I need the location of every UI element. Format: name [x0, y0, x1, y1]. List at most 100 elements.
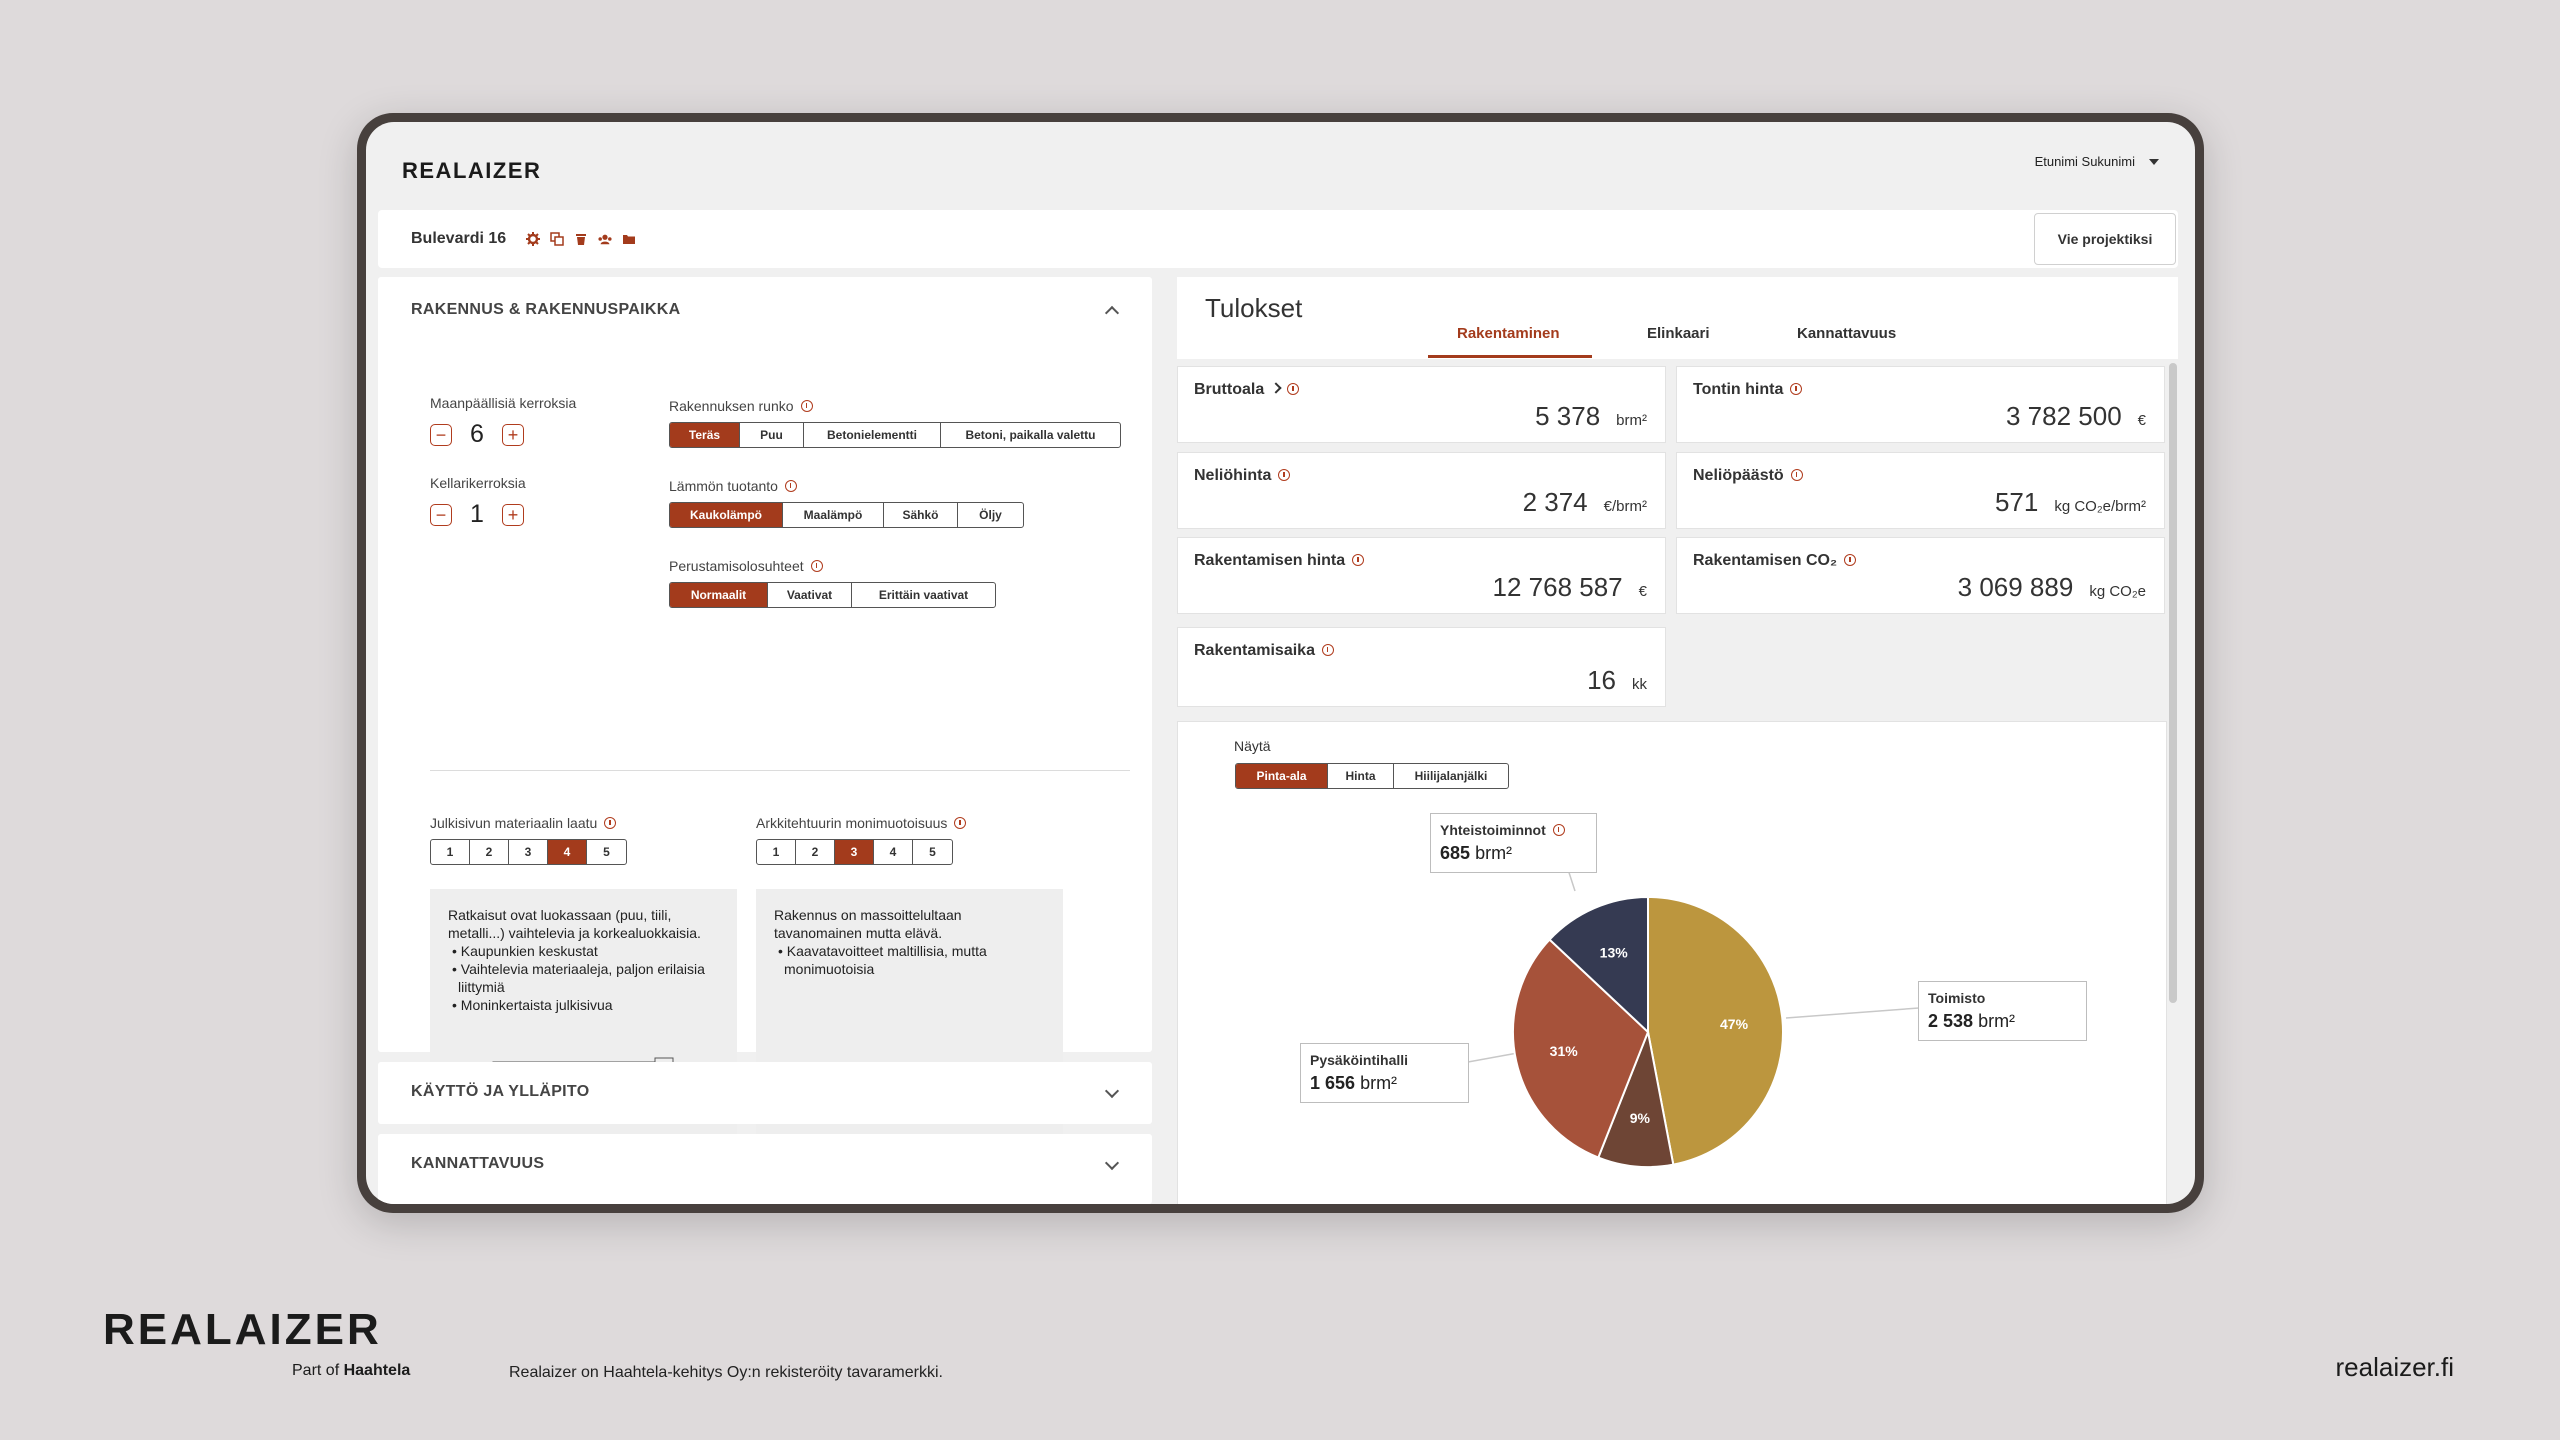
section-title: KÄYTTÖ JA YLLÄPITO: [411, 1083, 590, 1100]
info-icon[interactable]: [1790, 469, 1803, 481]
kpi-card: Rakentamisen CO₂ 3 069 889 kg CO₂e: [1676, 537, 2165, 614]
chevron-up-icon[interactable]: [1104, 305, 1120, 321]
callout-unit: brm²: [1360, 1073, 1398, 1093]
results-panel: Tulokset Rakentaminen Elinkaari Kannatta…: [1177, 277, 2178, 1204]
metric-option-price[interactable]: Hinta: [1328, 764, 1394, 788]
frame-option-steel[interactable]: Teräs: [670, 423, 740, 447]
info-icon[interactable]: [604, 817, 617, 829]
website-link[interactable]: realaizer.fi: [2335, 1352, 2455, 1382]
tab-kannattavuus[interactable]: Kannattavuus: [1797, 325, 1897, 342]
kpi-card: Neliöpäästö 571 kg CO₂e/brm²: [1676, 452, 2165, 529]
show-label: Näytä: [1234, 738, 1271, 754]
users-icon[interactable]: [598, 232, 612, 246]
tab-elinkaari[interactable]: Elinkaari: [1647, 325, 1710, 342]
arch-option[interactable]: 4: [874, 840, 913, 864]
tablet-frame: REALAIZER Etunimi Sukunimi Bulevardi 16 …: [357, 113, 2204, 1213]
facade-bullet: Moninkertaista julkisivua: [448, 996, 719, 1014]
foundation-option-very-demanding[interactable]: Erittäin vaativat: [878, 588, 969, 602]
facade-label-text: Julkisivun materiaalin laatu: [430, 815, 598, 831]
heating-option-geothermal[interactable]: Maalämpö: [783, 503, 884, 527]
export-project-button[interactable]: Vie projektiksi: [2034, 213, 2176, 265]
frame-option-cast-concrete[interactable]: Betoni, paikalla valettu: [965, 428, 1096, 442]
arch-option[interactable]: 2: [796, 840, 835, 864]
app-header: REALAIZER Etunimi Sukunimi: [366, 122, 2195, 202]
foundation-selector: Normaalit Vaativat Erittäin vaativat: [669, 582, 996, 608]
info-icon[interactable]: [1352, 554, 1365, 566]
info-icon[interactable]: [1287, 383, 1300, 395]
chevron-right-icon[interactable]: [1270, 382, 1282, 394]
kpi-value: 3 069 889 kg CO₂e: [1958, 572, 2146, 603]
info-icon[interactable]: [1278, 469, 1291, 481]
facade-option[interactable]: 5: [603, 845, 610, 859]
profitability-section[interactable]: KANNATTAVUUS: [378, 1134, 1152, 1204]
arch-option[interactable]: 5: [929, 845, 936, 859]
pie-slice-label: 9%: [1630, 1110, 1651, 1126]
folder-icon[interactable]: [622, 232, 636, 246]
info-icon[interactable]: [1321, 644, 1334, 656]
facade-option[interactable]: 1: [431, 840, 470, 864]
kpi-number: 2 374: [1522, 487, 1588, 517]
pie-slice[interactable]: [1548, 895, 1649, 1035]
trademark-note: Realaizer on Haahtela-kehitys Oy:n rekis…: [509, 1364, 943, 1381]
copy-icon[interactable]: [550, 232, 564, 246]
usage-section[interactable]: KÄYTTÖ JA YLLÄPITO: [378, 1062, 1152, 1124]
building-panel: RAKENNUS & RAKENNUSPAIKKA Maanpäällisiä …: [378, 277, 1152, 1136]
kpi-label-text: Bruttoala: [1194, 381, 1265, 398]
app-screen: REALAIZER Etunimi Sukunimi Bulevardi 16 …: [366, 122, 2195, 1204]
chevron-down-icon[interactable]: [1104, 1083, 1120, 1099]
plus-button[interactable]: +: [502, 423, 524, 446]
kpi-unit: €: [2137, 412, 2146, 429]
arch-option-selected[interactable]: 3: [835, 840, 874, 864]
pie-slice[interactable]: [1512, 938, 1650, 1159]
heating-option-district[interactable]: Kaukolämpö: [670, 503, 783, 527]
kpi-card: Rakentamisen hinta 12 768 587 €: [1177, 537, 1666, 614]
kpi-label-text: Rakentamisen CO₂: [1693, 552, 1838, 569]
heating-option-electric[interactable]: Sähkö: [884, 503, 958, 527]
foundation-option-normal[interactable]: Normaalit: [670, 583, 768, 607]
info-icon[interactable]: [1552, 824, 1565, 836]
metric-option-carbon[interactable]: Hiilijalanjälki: [1414, 769, 1488, 783]
kpi-label: Neliöhinta: [1194, 467, 1291, 485]
arch-option[interactable]: 1: [757, 840, 796, 864]
heating-label-text: Lämmön tuotanto: [669, 478, 778, 494]
pie-slice-label: 13%: [1600, 945, 1629, 961]
pie-slice[interactable]: [1647, 895, 1784, 1166]
chevron-down-icon[interactable]: [1104, 1155, 1120, 1171]
plus-button[interactable]: +: [502, 503, 524, 526]
info-icon[interactable]: [800, 400, 813, 412]
basement-stepper: − 1 +: [430, 500, 524, 529]
facade-bullet: Vaihtelevia materiaaleja, paljon erilais…: [448, 960, 719, 996]
floors-stepper: − 6 +: [430, 420, 524, 449]
info-icon[interactable]: [1844, 554, 1857, 566]
facade-option[interactable]: 3: [509, 840, 548, 864]
facade-option-selected[interactable]: 4: [548, 840, 587, 864]
minus-button[interactable]: −: [430, 503, 452, 526]
frame-option-concrete-element[interactable]: Betonielementti: [804, 423, 941, 447]
app-logo[interactable]: REALAIZER: [402, 158, 542, 183]
foundation-option-demanding[interactable]: Vaativat: [768, 583, 852, 607]
info-icon[interactable]: [810, 560, 823, 572]
project-bar: Bulevardi 16 Vie projektiksi: [378, 210, 2178, 268]
minus-button[interactable]: −: [430, 423, 452, 446]
scrollbar[interactable]: [2169, 363, 2177, 1003]
kpi-value: 12 768 587 €: [1493, 572, 1647, 603]
trash-icon[interactable]: [574, 232, 588, 246]
kpi-unit: kk: [1632, 676, 1647, 693]
results-header: Tulokset Rakentaminen Elinkaari Kannatta…: [1177, 277, 2178, 359]
pie-slice-label: 47%: [1720, 1016, 1749, 1032]
kpi-number: 3 069 889: [1957, 572, 2074, 602]
info-icon[interactable]: [784, 480, 797, 492]
kpi-unit: kg CO₂e/brm²: [2054, 498, 2146, 515]
heating-option-oil[interactable]: Öljy: [979, 508, 1002, 522]
tab-rakentaminen[interactable]: Rakentaminen: [1457, 325, 1560, 342]
metric-option-area[interactable]: Pinta-ala: [1236, 764, 1328, 788]
arch-diversity-selector: 1 2 3 4 5: [756, 839, 953, 865]
kpi-label[interactable]: Bruttoala: [1194, 381, 1300, 399]
frame-option-wood[interactable]: Puu: [740, 423, 804, 447]
user-menu[interactable]: Etunimi Sukunimi: [2035, 154, 2159, 169]
gear-icon[interactable]: [526, 232, 541, 246]
panel-title: RAKENNUS & RAKENNUSPAIKKA: [411, 301, 681, 318]
facade-option[interactable]: 2: [470, 840, 509, 864]
info-icon[interactable]: [1790, 383, 1803, 395]
info-icon[interactable]: [954, 817, 967, 829]
